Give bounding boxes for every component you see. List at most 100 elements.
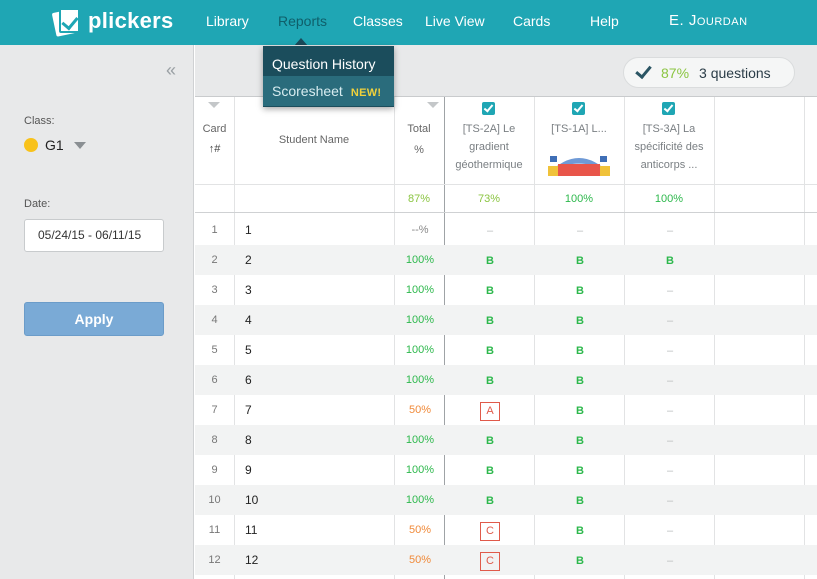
apply-button[interactable]: Apply bbox=[24, 302, 164, 336]
answer-cell-q1: B bbox=[445, 305, 535, 335]
answer-cell-q2: B bbox=[535, 245, 625, 275]
summary-question-count: 3 questions bbox=[699, 64, 771, 81]
column-header-question-2[interactable]: [TS-1A] L... bbox=[534, 97, 624, 183]
total-header-unit: % bbox=[414, 144, 424, 156]
top-nav-bar: plickers Library Reports Classes Live Vi… bbox=[0, 0, 817, 46]
answer-cell-q1: B bbox=[445, 365, 535, 395]
student-name[interactable]: 7 bbox=[245, 403, 252, 417]
student-total-percent: 100% bbox=[405, 434, 435, 446]
incorrect-answer: C bbox=[480, 552, 500, 571]
table-row[interactable]: 12 12 50% C B – bbox=[195, 545, 817, 575]
table-row[interactable]: 9 9 100% B B – bbox=[195, 455, 817, 485]
nav-live-view[interactable]: Live View bbox=[425, 13, 485, 29]
nav-classes[interactable]: Classes bbox=[353, 13, 403, 29]
student-name[interactable]: 8 bbox=[245, 433, 252, 447]
card-number: 4 bbox=[211, 314, 218, 326]
correct-answer: B bbox=[576, 525, 584, 537]
nav-help[interactable]: Help bbox=[590, 13, 619, 29]
question-2-title: [TS-1A] L... bbox=[551, 123, 607, 135]
answer-cell-q3: – bbox=[625, 485, 715, 515]
filter-sidebar: « Class: G1 Date: 05/24/15 - 06/11/15 Ap… bbox=[0, 45, 194, 579]
correct-answer: B bbox=[486, 345, 494, 357]
table-row[interactable]: 7 7 50% A B – bbox=[195, 395, 817, 425]
answer-cell-q2: B bbox=[535, 545, 625, 575]
student-name[interactable]: 4 bbox=[245, 313, 252, 327]
student-name[interactable]: 11 bbox=[245, 523, 258, 537]
student-total-percent: 50% bbox=[408, 404, 432, 416]
nav-cards[interactable]: Cards bbox=[513, 13, 551, 29]
correct-answer: B bbox=[486, 315, 494, 327]
new-badge: NEW! bbox=[350, 87, 382, 99]
correct-answer: B bbox=[576, 495, 584, 507]
answer-cell-q1: B bbox=[445, 275, 535, 305]
card-number: 7 bbox=[211, 404, 218, 416]
answer-cell-q2: B bbox=[535, 275, 625, 305]
class-name: G1 bbox=[45, 137, 64, 153]
column-header-question-3[interactable]: [TS-3A] La spécificité des anticorps ... bbox=[624, 97, 714, 183]
student-total-percent: 50% bbox=[408, 524, 432, 536]
answer-cell-q1: B bbox=[445, 335, 535, 365]
table-row[interactable]: 11 11 50% C B – bbox=[195, 515, 817, 545]
question-3-title: [TS-3A] La spécificité des anticorps ... bbox=[634, 123, 704, 171]
card-number: 6 bbox=[211, 374, 218, 386]
menu-item-scoresheet[interactable]: Scoresheet NEW! bbox=[263, 76, 394, 106]
student-name[interactable]: 5 bbox=[245, 343, 252, 357]
table-row[interactable]: 8 8 100% B B – bbox=[195, 425, 817, 455]
correct-answer: B bbox=[486, 285, 494, 297]
table-row[interactable]: 1 1 --% – – – bbox=[195, 215, 817, 245]
nav-library[interactable]: Library bbox=[206, 13, 249, 29]
column-header-student-name[interactable]: Student Name bbox=[234, 97, 394, 183]
user-menu[interactable]: E. Jourdan bbox=[669, 0, 748, 45]
student-name[interactable]: 1 bbox=[245, 223, 252, 237]
table-row[interactable]: 10 10 100% B B – bbox=[195, 485, 817, 515]
student-total-percent: 100% bbox=[405, 374, 435, 386]
no-answer: – bbox=[666, 525, 674, 537]
question-checkbox-icon[interactable] bbox=[662, 102, 675, 115]
column-header-card[interactable]: Card ↑# bbox=[195, 97, 234, 183]
plickers-logo[interactable]: plickers bbox=[51, 7, 174, 37]
student-name[interactable]: 6 bbox=[245, 373, 252, 387]
student-header-label: Student Name bbox=[278, 134, 350, 146]
average-q1: 73% bbox=[477, 193, 501, 205]
answer-cell-q1: – bbox=[445, 215, 535, 245]
table-row[interactable]: 6 6 100% B B – bbox=[195, 365, 817, 395]
table-row[interactable]: 4 4 100% B B – bbox=[195, 305, 817, 335]
sort-arrow-icon: ↑# bbox=[208, 143, 221, 155]
answer-cell-q3: – bbox=[625, 455, 715, 485]
menu-item-question-history[interactable]: Question History bbox=[263, 49, 394, 79]
sort-caret-icon bbox=[427, 102, 439, 108]
student-name[interactable]: 9 bbox=[245, 463, 252, 477]
class-selector[interactable]: G1 bbox=[24, 137, 86, 153]
column-header-total[interactable]: Total % bbox=[394, 97, 444, 183]
question-checkbox-icon[interactable] bbox=[482, 102, 495, 115]
table-row[interactable]: 3 3 100% B B – bbox=[195, 275, 817, 305]
answer-cell-q1: C bbox=[445, 515, 535, 545]
student-total-percent: 100% bbox=[405, 464, 435, 476]
average-total: 87% bbox=[407, 193, 431, 205]
table-row[interactable]: 5 5 100% B B – bbox=[195, 335, 817, 365]
correct-answer: B bbox=[666, 255, 674, 267]
card-number: 8 bbox=[211, 434, 218, 446]
answer-cell-q3: – bbox=[625, 365, 715, 395]
answer-cell-q1: B bbox=[445, 245, 535, 275]
no-answer: – bbox=[666, 285, 674, 297]
student-name[interactable]: 2 bbox=[245, 253, 252, 267]
reports-dropdown-menu: Question History Scoresheet NEW! bbox=[263, 46, 394, 107]
student-name[interactable]: 10 bbox=[245, 493, 259, 507]
answer-cell-q2: – bbox=[535, 215, 625, 245]
user-name: E. Jourdan bbox=[669, 12, 748, 29]
student-name[interactable]: 12 bbox=[245, 553, 259, 567]
answer-cell-q1: A bbox=[445, 395, 535, 425]
correct-answer: B bbox=[576, 465, 584, 477]
correct-answer: B bbox=[576, 405, 584, 417]
student-name[interactable]: 3 bbox=[245, 283, 252, 297]
collapse-sidebar-icon[interactable]: « bbox=[166, 60, 177, 80]
table-row[interactable]: 2 2 100% B B B bbox=[195, 245, 817, 275]
date-label: Date: bbox=[24, 198, 51, 210]
question-checkbox-icon[interactable] bbox=[572, 102, 585, 115]
no-answer: – bbox=[486, 225, 494, 237]
answer-cell-q3: – bbox=[625, 215, 715, 245]
date-range-input[interactable]: 05/24/15 - 06/11/15 bbox=[24, 219, 164, 252]
column-header-question-1[interactable]: [TS-2A] Le gradient géothermique bbox=[444, 97, 534, 183]
nav-reports[interactable]: Reports bbox=[278, 13, 328, 29]
